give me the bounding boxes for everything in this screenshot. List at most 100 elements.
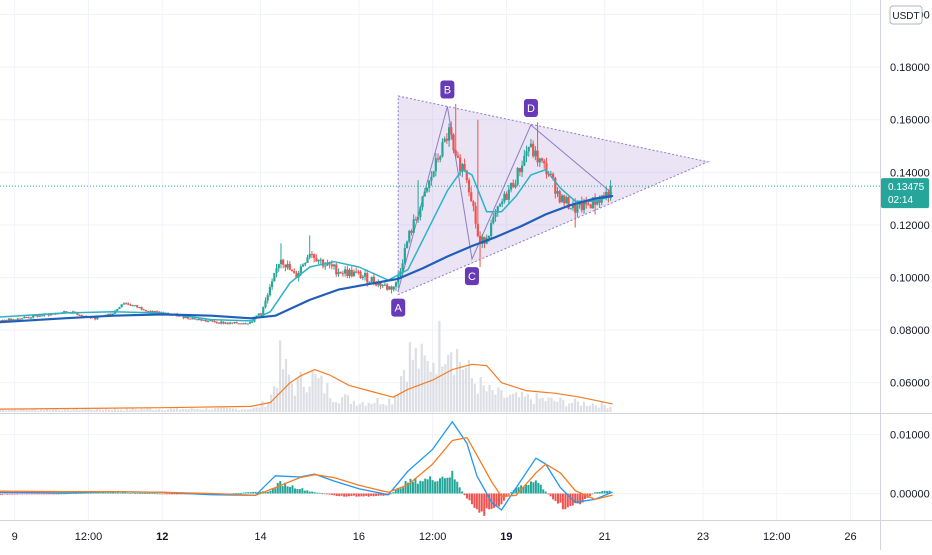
volume-bar — [568, 403, 571, 412]
candle-body — [266, 295, 269, 301]
macd-histogram-bar — [8, 493, 11, 495]
candle-body — [410, 230, 413, 233]
macd-histogram-bar — [146, 493, 149, 494]
macd-histogram-bar — [584, 493, 587, 499]
macd-histogram-bar — [293, 488, 296, 494]
candle-body — [388, 286, 391, 290]
macd-histogram-bar — [308, 491, 311, 494]
candle-body — [392, 286, 395, 290]
macd-histogram-bar — [333, 493, 336, 496]
macd-histogram-bar — [579, 493, 582, 505]
volume-bar — [178, 409, 181, 412]
candle-body — [317, 259, 320, 262]
macd-histogram-bar — [505, 493, 508, 498]
candle-body — [605, 191, 608, 198]
price-axis[interactable]: 0.200000.180000.160000.140000.120000.100… — [890, 9, 930, 389]
time-axis[interactable]: 9 12:00 12 14 16 12:00 19 21 23 12:00 26 — [12, 531, 857, 543]
macd-histogram-bar — [102, 492, 105, 494]
macd-histogram-bar — [507, 493, 510, 495]
price-tick-label: 0.16000 — [890, 115, 930, 127]
macd-axis[interactable]: 0.01000 0.00000 — [890, 430, 930, 501]
volume-bar — [317, 377, 320, 412]
macd-histogram-bar — [323, 493, 326, 495]
volume-bar — [90, 409, 93, 412]
macd-histogram-bar — [144, 493, 147, 494]
macd-histogram-bar — [402, 487, 405, 494]
macd-histogram-bar — [274, 488, 277, 494]
macd-histogram-bar — [564, 493, 567, 510]
candle-body — [235, 322, 238, 324]
candle-body — [186, 316, 190, 319]
volume-bar — [276, 387, 279, 412]
macd-histogram-bar — [537, 482, 540, 494]
candle-body — [182, 315, 185, 319]
last-price-value: 0.13475 — [888, 182, 925, 193]
candle-body — [76, 313, 79, 315]
volume-bar — [544, 401, 547, 412]
macd-histogram-bar — [114, 492, 117, 494]
candle-body — [36, 315, 39, 317]
macd-histogram-bar — [124, 492, 127, 494]
volume-bar — [370, 403, 373, 412]
macd-histogram-bar — [502, 493, 505, 501]
candle-body — [222, 321, 225, 324]
volume-bar — [429, 371, 432, 412]
candle-body — [538, 158, 541, 163]
candle-body — [478, 236, 482, 244]
macd-histogram-bar — [28, 493, 31, 495]
volume-bar — [562, 399, 565, 412]
candle-body — [299, 266, 302, 273]
volume-bar — [609, 406, 612, 412]
volume-bar — [261, 401, 264, 412]
candle-body — [408, 230, 411, 242]
volume-bar — [199, 409, 202, 412]
volume-bar — [152, 410, 155, 412]
volume-bar — [34, 409, 37, 412]
macd-histogram-bar — [453, 479, 456, 494]
macd-histogram-bar — [480, 493, 483, 512]
candle-body — [472, 201, 475, 207]
macd-histogram-bar — [158, 493, 161, 495]
macd-line — [0, 421, 613, 511]
candle-body — [445, 138, 448, 141]
volume-bar — [594, 405, 597, 412]
pattern-point-badge — [464, 267, 479, 286]
candle-body — [273, 272, 276, 282]
candle-body — [551, 173, 555, 178]
macd-histogram-bar — [316, 492, 319, 494]
candle-body — [463, 164, 466, 171]
volume-bar — [529, 399, 532, 412]
volume-bar — [367, 402, 370, 412]
volume-bar — [28, 409, 31, 412]
volume-bar — [391, 404, 394, 412]
volume-bar — [184, 408, 187, 412]
volume-bar — [93, 410, 96, 412]
macd-histogram-bar — [239, 492, 242, 494]
volume-bar — [37, 410, 40, 412]
macd-histogram-bar — [38, 493, 41, 495]
volume-bar — [166, 409, 170, 412]
candle-body — [425, 187, 429, 192]
macd-histogram-bar — [264, 491, 267, 494]
macd-histogram-bar — [3, 493, 6, 495]
macd-histogram-bar — [33, 493, 36, 495]
candle-body — [268, 287, 271, 296]
currency-badge — [889, 5, 923, 25]
volume-bar — [559, 397, 562, 412]
candle-body — [7, 318, 10, 321]
volume-bar — [397, 394, 400, 412]
macd-histogram-bar — [259, 491, 262, 494]
candle-body — [355, 271, 358, 273]
candle-body — [547, 174, 550, 176]
volume-bar — [116, 409, 119, 412]
macd-histogram-bar — [318, 492, 321, 494]
macd-histogram-bar — [601, 491, 604, 494]
macd-histogram-bar — [448, 477, 451, 494]
candle-body — [335, 264, 338, 275]
time-tick-label: 12 — [156, 531, 168, 543]
candle-body — [301, 264, 305, 267]
macd-histogram-bar — [57, 493, 60, 495]
volume-bar — [352, 400, 355, 412]
candle-body — [514, 184, 517, 188]
